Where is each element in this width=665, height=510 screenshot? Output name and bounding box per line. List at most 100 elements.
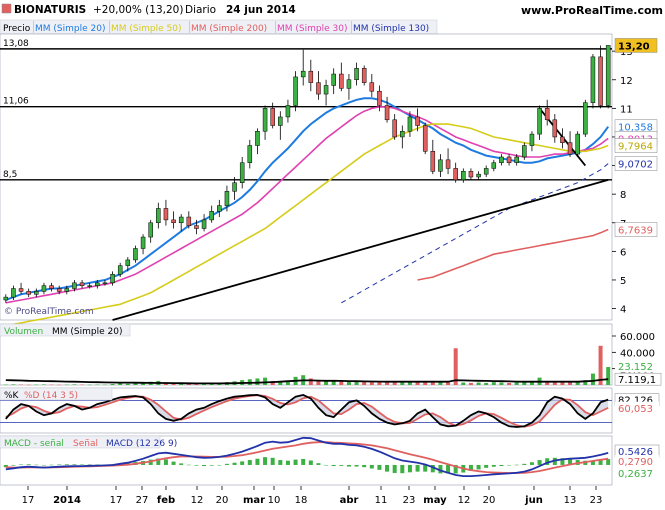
macd-histogram-bar [415, 464, 420, 472]
macd-histogram-bar [568, 459, 573, 465]
candle [506, 154, 512, 166]
symbol-icon [1, 3, 12, 14]
volume-bar [331, 380, 336, 385]
candle-body [163, 208, 169, 221]
candle-body [354, 68, 359, 81]
legend-item-0: MM (Simple 20) [35, 24, 105, 34]
x-tick-label-13: may [423, 495, 447, 506]
candle-body [308, 70, 314, 83]
candle-body [194, 225, 199, 229]
candle [278, 111, 283, 140]
candle-body [407, 116, 413, 132]
volume-bar [308, 378, 313, 385]
candle [194, 219, 199, 235]
candle [354, 62, 359, 86]
x-tick-label-17: 13 [564, 495, 577, 506]
candle-body [461, 171, 466, 181]
candle-body [239, 162, 245, 183]
x-tick-label-10: abr [340, 495, 359, 506]
volume-legend-1: MM (Simple 20) [52, 327, 122, 337]
macd-histogram-bar [285, 460, 290, 465]
candle-body [514, 156, 519, 163]
candle [300, 49, 306, 86]
candle [95, 279, 100, 289]
candle [544, 99, 550, 126]
y-tick-label: 4 [620, 305, 626, 316]
candle [72, 279, 77, 292]
candle-body [392, 119, 397, 138]
overlay-legend: Precio MM (Simple 20) MM (Simple 50) MM (Si… [0, 19, 438, 35]
volume-bar [339, 380, 344, 385]
candle-body [156, 208, 161, 224]
macd-histogram-bar [41, 464, 46, 466]
ma-line-3 [341, 163, 609, 304]
candle [346, 74, 352, 100]
candle-body [483, 168, 489, 175]
candle [384, 96, 390, 123]
candle-body [72, 282, 77, 289]
candle [201, 214, 207, 232]
volume-bar [11, 384, 16, 385]
candle [430, 139, 436, 175]
candle [41, 282, 47, 295]
candle [369, 74, 375, 97]
candle-body [3, 296, 9, 301]
volume-bar [110, 384, 115, 385]
candle-body [285, 105, 291, 118]
macd-histogram-bar [423, 464, 428, 472]
macd-histogram-bar [346, 464, 351, 467]
macd-histogram-bar [232, 462, 237, 465]
candle [87, 282, 92, 289]
candle [400, 125, 405, 149]
macd-histogram-bar [476, 464, 481, 470]
macd-badge-bg-2 [615, 467, 659, 479]
macd-histogram-bar [301, 458, 306, 465]
candle [110, 271, 115, 286]
candle-body [41, 285, 47, 292]
candle [163, 199, 169, 226]
macd-histogram-bar [224, 463, 229, 465]
candle-body [430, 151, 436, 172]
macd-histogram-bar [606, 459, 611, 465]
header-period: Diario [185, 4, 216, 16]
header-site[interactable]: www.ProRealTime.com [521, 4, 663, 17]
price-badge-bg-0 [614, 38, 658, 53]
candle [453, 162, 458, 183]
volume-bar [316, 380, 321, 385]
candle [262, 105, 268, 140]
candle [514, 154, 519, 166]
price-badge-5: 6,7639 [618, 226, 653, 237]
y-tick-label: 12 [620, 76, 633, 87]
candle-body [255, 130, 260, 146]
price-badge-0: 13,20 [618, 41, 650, 52]
candle [560, 128, 565, 149]
volume-bar [179, 383, 184, 385]
candle-body [270, 108, 275, 126]
volume-badge-bg-0 [615, 360, 659, 373]
macd-histogram-bar [324, 464, 329, 466]
candle-body [537, 108, 542, 135]
volume-bar [278, 381, 283, 385]
candle-body [148, 222, 153, 238]
candle [575, 131, 580, 157]
ma-line-2 [5, 123, 609, 327]
candle-body [445, 159, 451, 169]
header-symbol: BIONATURIS [14, 4, 86, 16]
macd-histogram-bar [331, 464, 336, 467]
volume-bar [423, 381, 428, 385]
candle [552, 114, 558, 143]
x-tick-label-2: 17 [110, 495, 123, 506]
macd-histogram-bar [293, 459, 298, 465]
volume-bar [606, 367, 611, 385]
macd-histogram-bar [362, 464, 367, 468]
volume-bar [407, 381, 412, 385]
volume-bar [583, 380, 588, 385]
candle-body [26, 291, 31, 295]
legend-price-label: Precio [3, 24, 31, 34]
candle-body [361, 68, 367, 83]
candle [239, 156, 245, 189]
candle [171, 211, 176, 229]
candle-body [377, 90, 382, 106]
volume-bar [560, 382, 565, 385]
